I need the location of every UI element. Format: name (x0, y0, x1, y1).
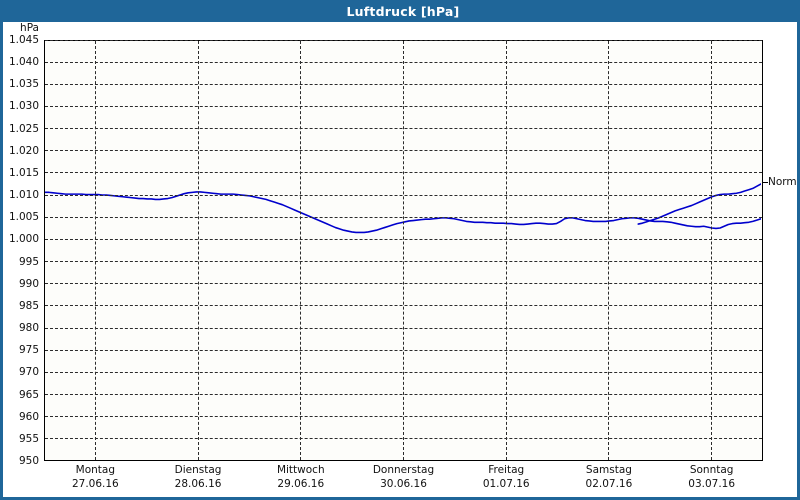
chart-canvas: hPa 1.045 1.040 1.035 1.030 1.025 1.020 1.015 1… (3, 22, 797, 497)
x-axis-date: 30.06.16 (380, 478, 427, 490)
x-axis-date: 28.06.16 (174, 478, 222, 490)
gridline-vertical-day (608, 41, 610, 460)
x-axis-day-label: Freitag 01.07.16 (483, 463, 530, 491)
gridline-vertical-day (711, 41, 713, 460)
gridline-vertical-day (300, 41, 302, 460)
gridline-vertical-day (505, 41, 507, 460)
y-axis-tick-label: 1.010 (8, 189, 39, 202)
x-axis-day-name: Sonntag (689, 464, 734, 476)
window-titlebar: Luftdruck [hPa] (3, 0, 797, 22)
y-axis-tick-label: 975 (18, 344, 39, 357)
y-axis-tick-label: 995 (18, 255, 39, 268)
y-axis-tick-label: 985 (18, 299, 39, 312)
x-axis-day-label: Samstag 02.07.16 (586, 463, 633, 491)
x-axis-day-label: Dienstag 28.06.16 (175, 463, 222, 491)
x-axis-day-name: Freitag (488, 464, 525, 476)
x-axis-date: 03.07.16 (688, 478, 736, 490)
y-axis-tick-label: 1.030 (8, 100, 39, 113)
x-axis-day-label: Mittwoch 29.06.16 (277, 463, 325, 491)
y-axis-tick-label: 980 (18, 322, 39, 335)
y-axis-unit-label: hPa (20, 22, 39, 34)
x-axis-day-label: Donnerstag 30.06.16 (373, 463, 434, 491)
y-axis-tick-label: 1.045 (8, 34, 39, 46)
y-axis-tick-label: 965 (18, 388, 39, 401)
y-axis-tick-label: 1.020 (8, 144, 39, 157)
gridline-vertical-day (197, 41, 199, 460)
y-axis-tick-label: 990 (18, 277, 39, 290)
y-axis-tick-label: 970 (18, 366, 39, 379)
y-axis-tick-label: 955 (18, 432, 39, 445)
normal-level-label: Normal (768, 175, 797, 188)
y-axis-tick-label: 1.000 (8, 233, 39, 246)
x-axis-day-label: Montag 27.06.16 (72, 463, 119, 491)
y-axis-tick-labels: 1.045 1.040 1.035 1.030 1.025 1.020 1.015 1.010… (3, 34, 39, 467)
y-axis-tick-label: 1.040 (8, 56, 39, 69)
x-axis-day-name: Montag (75, 464, 116, 476)
normal-level-tick (763, 181, 768, 183)
pressure-line (637, 183, 761, 225)
y-axis-tick-label: 1.035 (8, 78, 39, 91)
x-axis-day-name: Donnerstag (372, 464, 435, 476)
window-title: Luftdruck [hPa] (346, 3, 460, 19)
x-axis-date: 01.07.16 (482, 478, 530, 490)
gridline-vertical-day (403, 41, 404, 460)
x-axis-day-label: Sonntag 03.07.16 (688, 463, 735, 491)
gridline-vertical-day (94, 41, 96, 460)
gridline-horizontal (45, 39, 762, 41)
x-axis-date: 29.06.16 (277, 478, 325, 490)
x-axis-day-name: Mittwoch (276, 464, 325, 476)
x-axis-date: 02.07.16 (585, 478, 633, 490)
x-axis-date: 27.06.16 (71, 478, 119, 490)
y-axis-tick-label: 950 (18, 455, 39, 467)
x-axis-day-name: Samstag (585, 464, 632, 476)
y-axis-tick-label: 1.005 (8, 211, 39, 224)
plot-area (44, 39, 763, 461)
y-axis-tick-label: 960 (18, 410, 39, 423)
y-axis-tick-label: 1.015 (8, 166, 39, 179)
y-axis-tick-label: 1.025 (8, 122, 39, 135)
x-axis-day-name: Dienstag (174, 464, 222, 476)
x-axis-tick-labels: Montag 27.06.16 Dienstag 28.06.16 Mittwoch 29… (44, 463, 763, 497)
